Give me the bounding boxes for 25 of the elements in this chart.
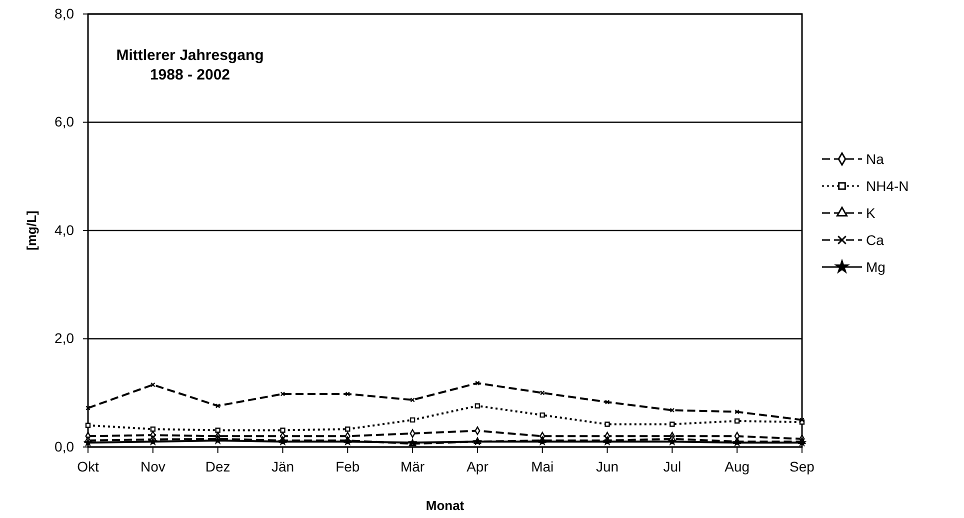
x-axis-title: Monat [426,498,465,513]
y-tick-label: 6,0 [54,114,74,130]
x-tick-label: Dez [205,458,230,474]
legend-label: Na [866,151,884,167]
x-tick-label: Jul [663,458,682,474]
x-tick-label: Jun [596,458,619,474]
x-tick-label: Apr [466,458,489,474]
y-tick-label: 8,0 [54,5,74,22]
x-tick-label: Jän [271,458,294,474]
legend-label: K [866,205,876,221]
legend-label: NH4-N [866,178,909,194]
y-tick-label: 4,0 [54,222,74,238]
x-tick-label: Nov [140,458,166,474]
x-tick-label: Mär [400,458,425,474]
y-tick-label: 0,0 [54,438,74,454]
text: Mittlerer Jahresgang 1988 - 2002 [116,47,264,84]
x-tick-label: Aug [724,458,750,474]
x-tick-label: Mai [531,458,554,474]
y-axis-title: [mg/L] [24,210,39,250]
x-tick-label: Feb [336,458,360,474]
x-tick-label: Sep [790,458,815,474]
x-tick-label: Okt [77,458,99,474]
y-tick-label: 2,0 [54,330,74,346]
legend-label: Ca [866,232,884,248]
legend-label: Mg [866,259,886,275]
